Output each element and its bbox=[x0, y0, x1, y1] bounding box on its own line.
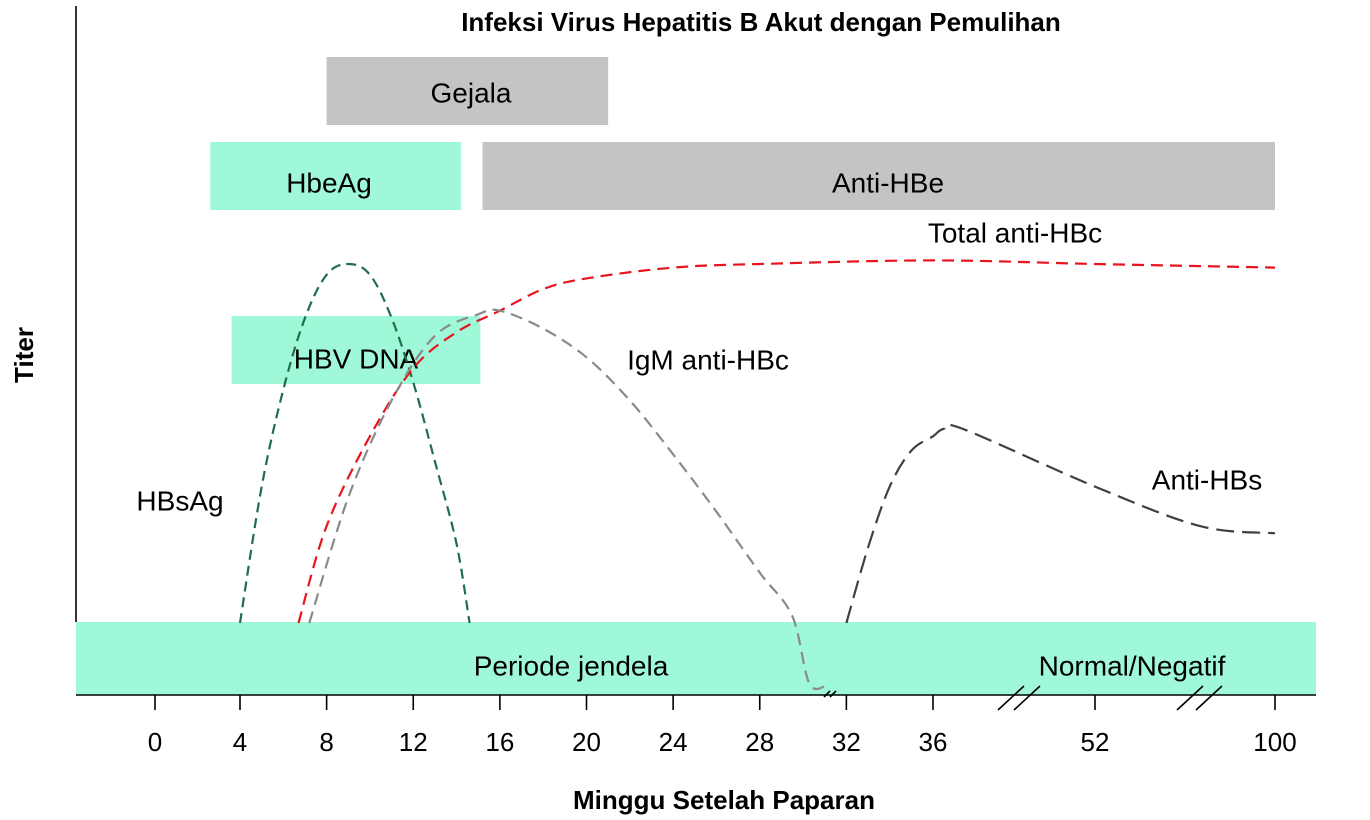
band-label-anti-hbe: Anti-HBe bbox=[832, 167, 944, 198]
band-gejala bbox=[326, 57, 609, 125]
x-tick-label-12: 12 bbox=[399, 727, 428, 757]
x-tick-label-100: 100 bbox=[1253, 727, 1296, 757]
band-label-hbeag: HbeAg bbox=[286, 167, 372, 198]
x-tick-label-28: 28 bbox=[745, 727, 774, 757]
band-periode-jendela bbox=[76, 622, 838, 695]
x-tick-label-4: 4 bbox=[233, 727, 247, 757]
series-labels-layer: HBsAg Total anti-HBc IgM anti-HBc Anti-HBs bbox=[136, 217, 1262, 516]
band-normal-negatif bbox=[836, 622, 1316, 695]
series-line-total-anti-hbc bbox=[297, 259, 1276, 624]
axes-layer bbox=[75, 6, 1316, 696]
band-hbeag bbox=[210, 142, 461, 210]
x-tick-label-52: 52 bbox=[1081, 727, 1110, 757]
x-tick-label-36: 36 bbox=[919, 727, 948, 757]
series-label-anti-hbs: Anti-HBs bbox=[1152, 464, 1262, 495]
x-tick-label-24: 24 bbox=[659, 727, 688, 757]
y-axis-title: Titer bbox=[9, 327, 39, 383]
band-label-hbv-dna: HBV DNA bbox=[294, 343, 419, 374]
axis-break-mark-1 bbox=[997, 685, 1025, 711]
band-label-gejala: Gejala bbox=[431, 77, 512, 108]
axis-break-mark-2 bbox=[1013, 685, 1041, 711]
series-label-total-anti-hbc: Total anti-HBc bbox=[928, 217, 1102, 248]
series-label-hbsag: HBsAg bbox=[136, 485, 223, 516]
x-tick-label-16: 16 bbox=[485, 727, 514, 757]
band-hbv-dna bbox=[231, 316, 481, 384]
ticks-layer: 0 4 8 12 16 20 24 28 32 36 52 100 bbox=[148, 685, 1297, 757]
axis-break-marks bbox=[823, 685, 1223, 711]
axis-break-mark-3 bbox=[1176, 685, 1204, 711]
series-line-anti-hbs bbox=[845, 423, 1276, 624]
bands-layer: Gejala HbeAg Anti-HBe HBV DNA Periode jendel… bbox=[76, 57, 1316, 695]
x-tick-label-20: 20 bbox=[572, 727, 601, 757]
axis-break-mark-6 bbox=[829, 690, 837, 698]
series-line-igm-anti-hbc bbox=[308, 308, 830, 691]
axis-break-mark-4 bbox=[1195, 685, 1223, 711]
x-tick-label-0: 0 bbox=[148, 727, 162, 757]
x-tick-label-32: 32 bbox=[832, 727, 861, 757]
band-label-periode-jendela: Periode jendela bbox=[474, 650, 669, 681]
x-axis-title: Minggu Setelah Paparan bbox=[573, 785, 875, 815]
chart-title: Infeksi Virus Hepatitis B Akut dengan Pe… bbox=[461, 7, 1061, 37]
band-label-normal-negatif: Normal/Negatif bbox=[1039, 650, 1226, 681]
series-label-igm-anti-hbc: IgM anti-HBc bbox=[627, 344, 789, 375]
series-line-hbsag bbox=[238, 262, 471, 624]
x-tick-label-8: 8 bbox=[319, 727, 333, 757]
axis-break-mark-5 bbox=[823, 690, 831, 698]
curves-layer bbox=[238, 259, 1276, 691]
band-anti-hbe bbox=[482, 142, 1275, 210]
